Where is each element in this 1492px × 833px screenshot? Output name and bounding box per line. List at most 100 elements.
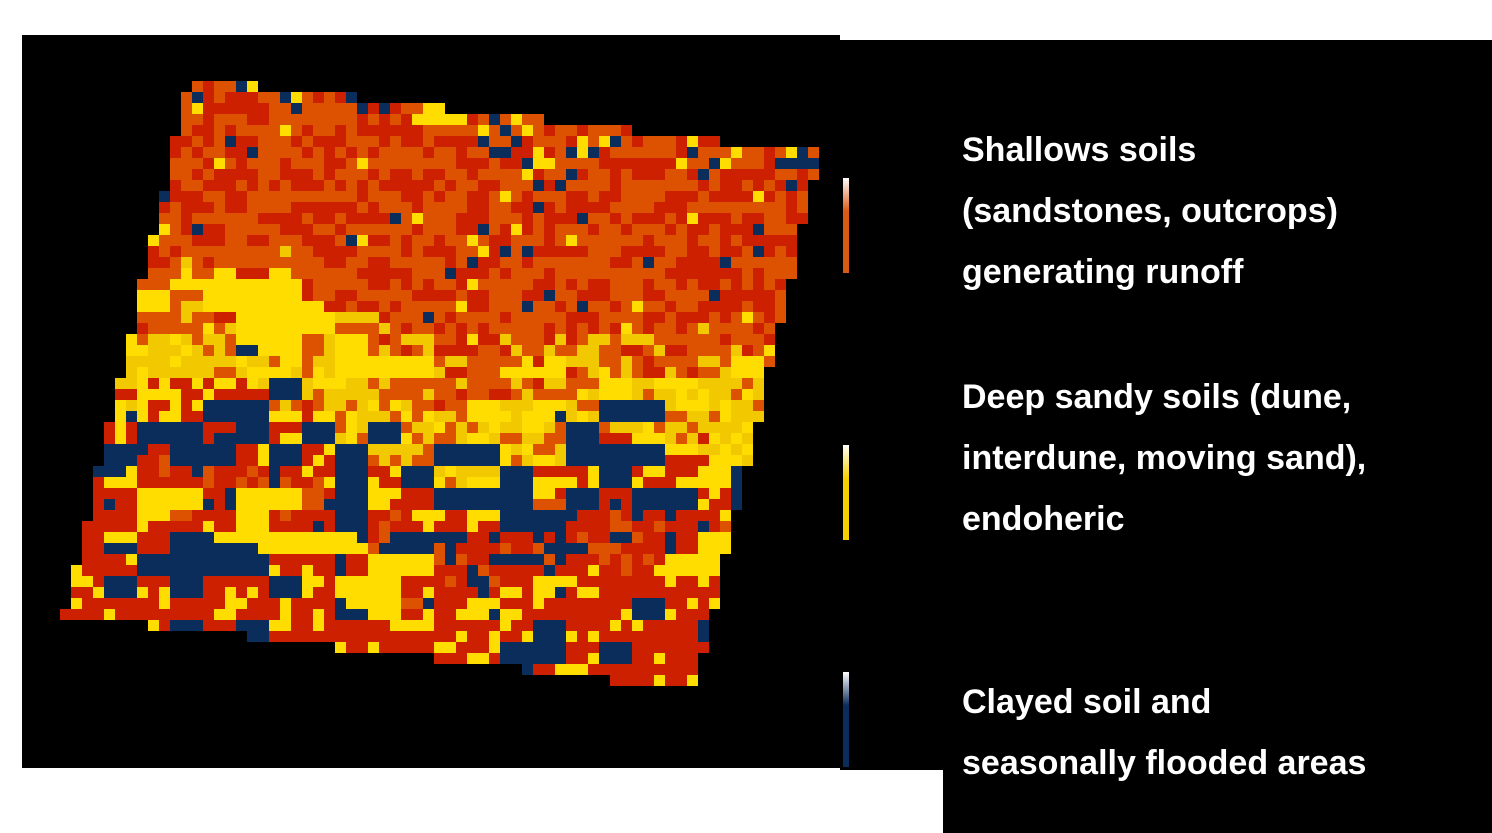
legend-label: generating runoff <box>962 253 1244 291</box>
map-cell <box>676 279 687 290</box>
map-cell <box>467 114 478 125</box>
map-cell <box>434 367 445 378</box>
map-cell <box>335 312 346 323</box>
map-cell <box>357 499 368 510</box>
map-cell <box>742 444 753 455</box>
map-cell <box>632 301 643 312</box>
map-cell <box>357 444 368 455</box>
map-cell <box>456 587 467 598</box>
map-cell <box>665 202 676 213</box>
map-cell <box>170 367 181 378</box>
map-cell <box>643 609 654 620</box>
map-cell <box>687 356 698 367</box>
map-cell <box>302 576 313 587</box>
map-cell <box>599 653 610 664</box>
map-cell <box>434 477 445 488</box>
map-cell <box>280 411 291 422</box>
map-cell <box>687 598 698 609</box>
map-cell <box>786 169 797 180</box>
map-cell <box>379 224 390 235</box>
map-cell <box>159 389 170 400</box>
map-cell <box>390 587 401 598</box>
map-cell <box>500 554 511 565</box>
map-cell <box>665 631 676 642</box>
map-cell <box>368 224 379 235</box>
map-cell <box>709 136 720 147</box>
map-cell <box>258 180 269 191</box>
map-cell <box>522 609 533 620</box>
map-cell <box>456 565 467 576</box>
map-cell <box>368 114 379 125</box>
map-cell <box>621 169 632 180</box>
map-cell <box>324 444 335 455</box>
map-cell <box>533 246 544 257</box>
map-cell <box>786 246 797 257</box>
map-cell <box>687 147 698 158</box>
map-cell <box>775 257 786 268</box>
map-cell <box>225 477 236 488</box>
map-cell <box>511 290 522 301</box>
map-cell <box>412 224 423 235</box>
map-cell <box>720 488 731 499</box>
map-cell <box>203 510 214 521</box>
map-cell <box>214 444 225 455</box>
map-cell <box>423 114 434 125</box>
map-cell <box>247 631 258 642</box>
map-cell <box>643 356 654 367</box>
map-cell <box>291 191 302 202</box>
map-cell <box>643 290 654 301</box>
map-cell <box>511 609 522 620</box>
map-cell <box>478 642 489 653</box>
map-cell <box>456 620 467 631</box>
map-cell <box>742 202 753 213</box>
map-cell <box>742 356 753 367</box>
map-cell <box>489 136 500 147</box>
map-cell <box>709 422 720 433</box>
map-cell <box>786 235 797 246</box>
map-cell <box>192 312 203 323</box>
map-cell <box>588 389 599 400</box>
map-cell <box>313 125 324 136</box>
map-cell <box>247 488 258 499</box>
map-cell <box>610 268 621 279</box>
map-cell <box>478 224 489 235</box>
map-cell <box>632 169 643 180</box>
map-cell <box>731 455 742 466</box>
map-cell <box>170 389 181 400</box>
map-cell <box>467 587 478 598</box>
map-cell <box>687 488 698 499</box>
map-cell <box>313 554 324 565</box>
map-cell <box>412 488 423 499</box>
map-cell <box>566 510 577 521</box>
map-cell <box>544 499 555 510</box>
map-cell <box>247 367 258 378</box>
map-cell <box>500 301 511 312</box>
map-cell <box>610 433 621 444</box>
map-cell <box>478 543 489 554</box>
map-cell <box>489 125 500 136</box>
map-cell <box>478 532 489 543</box>
map-cell <box>214 169 225 180</box>
map-cell <box>291 213 302 224</box>
map-cell <box>236 92 247 103</box>
map-cell <box>313 213 324 224</box>
map-cell <box>632 257 643 268</box>
map-cell <box>368 488 379 499</box>
map-cell <box>170 422 181 433</box>
map-cell <box>324 433 335 444</box>
map-cell <box>467 455 478 466</box>
map-cell <box>500 257 511 268</box>
map-cell <box>698 642 709 653</box>
map-cell <box>104 499 115 510</box>
map-cell <box>665 543 676 554</box>
map-cell <box>489 543 500 554</box>
map-cell <box>346 532 357 543</box>
map-cell <box>126 345 137 356</box>
map-cell <box>280 367 291 378</box>
map-cell <box>709 180 720 191</box>
map-cell <box>181 290 192 301</box>
map-cell <box>753 356 764 367</box>
map-cell <box>280 246 291 257</box>
map-cell <box>225 510 236 521</box>
map-cell <box>786 224 797 235</box>
